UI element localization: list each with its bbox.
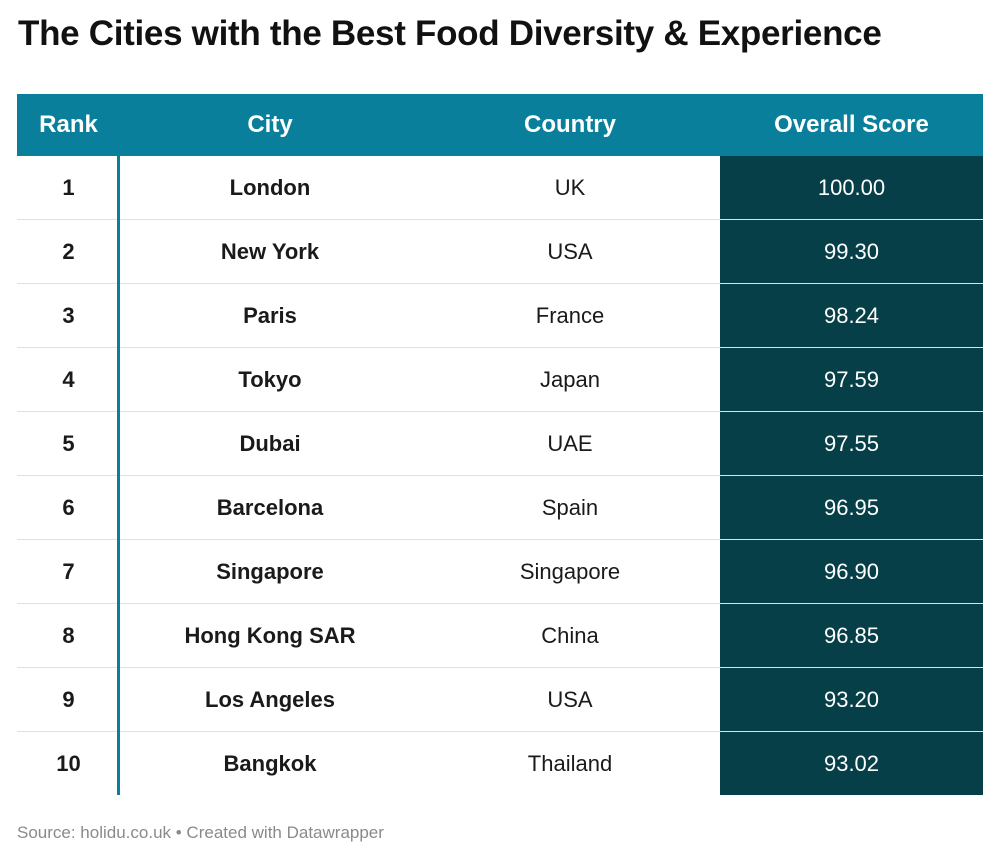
rank-cell: 6 (62, 494, 75, 520)
score-cell: 97.59 (720, 348, 983, 411)
score-cell: 97.55 (720, 412, 983, 475)
header-overall-score: Overall Score (774, 111, 929, 138)
score-cell: 93.02 (720, 732, 983, 795)
table-row: 9 Los Angeles USA 93.20 (17, 668, 983, 732)
table-header: Rank City Country Overall Score (17, 94, 983, 156)
rank-cell: 3 (62, 302, 75, 328)
city-cell: Los Angeles (205, 686, 335, 712)
city-cell: Dubai (239, 430, 301, 456)
rank-cell: 2 (62, 238, 75, 264)
header-city: City (247, 111, 293, 138)
country-cell: USA (547, 686, 593, 712)
score-cell: 96.85 (720, 604, 983, 667)
score-cell: 99.30 (720, 220, 983, 283)
score-cell: 100.00 (720, 156, 983, 219)
table-row: 4 Tokyo Japan 97.59 (17, 348, 983, 412)
rank-cell: 9 (62, 686, 75, 712)
chart-title: The Cities with the Best Food Diversity … (18, 14, 882, 53)
city-cell: Hong Kong SAR (184, 622, 356, 648)
rank-cell: 5 (62, 430, 75, 456)
country-cell: China (541, 622, 599, 648)
country-cell: UK (554, 174, 586, 200)
ranking-table: Rank City Country Overall Score 1 London U… (17, 94, 983, 795)
country-cell: Thailand (527, 750, 613, 776)
city-cell: Singapore (216, 558, 324, 584)
city-cell: Tokyo (238, 366, 302, 392)
rank-cell: 7 (62, 558, 75, 584)
country-cell: USA (547, 238, 593, 264)
table-row: 8 Hong Kong SAR China 96.85 (17, 604, 983, 668)
country-cell: France (535, 302, 605, 328)
table-row: 2 New York USA 99.30 (17, 220, 983, 284)
country-cell: Spain (541, 494, 599, 520)
score-cell: 93.20 (720, 668, 983, 731)
table-row: 10 Bangkok Thailand 93.02 (17, 732, 983, 795)
score-cell: 96.90 (720, 540, 983, 603)
rank-cell: 4 (62, 366, 75, 392)
table-row: 7 Singapore Singapore 96.90 (17, 540, 983, 604)
country-cell: Singapore (519, 558, 621, 584)
table-row: 6 Barcelona Spain 96.95 (17, 476, 983, 540)
score-cell: 96.95 (720, 476, 983, 539)
rank-cell: 10 (56, 750, 81, 776)
source-note: Source: holidu.co.uk • Created with Data… (17, 823, 384, 842)
rank-cell: 1 (62, 174, 75, 200)
score-cell: 98.24 (720, 284, 983, 347)
city-cell: Paris (243, 302, 297, 328)
city-cell: London (229, 174, 311, 200)
city-cell: Barcelona (216, 494, 324, 520)
rank-column-divider (117, 156, 120, 795)
header-rank: Rank (39, 111, 98, 138)
table-body: 1 London UK 100.00 2 New York USA 99.30 3 Paris Fr… (17, 156, 983, 795)
city-cell: Bangkok (223, 750, 317, 776)
country-cell: Japan (540, 366, 600, 392)
table-row: 3 Paris France 98.24 (17, 284, 983, 348)
city-cell: New York (220, 238, 320, 264)
table-row: 1 London UK 100.00 (17, 156, 983, 220)
table-row: 5 Dubai UAE 97.55 (17, 412, 983, 476)
header-country: Country (524, 111, 616, 138)
rank-cell: 8 (62, 622, 75, 648)
country-cell: UAE (547, 430, 593, 456)
